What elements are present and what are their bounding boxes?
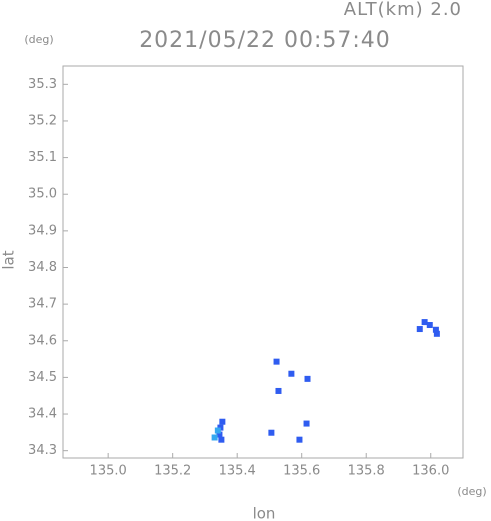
y-tick-label: 34.7 — [28, 297, 57, 312]
y-tick-label: 34.4 — [28, 407, 57, 422]
echo-cell — [432, 326, 439, 333]
echo-cell — [211, 434, 218, 441]
x-tick-label: 136.0 — [412, 464, 449, 479]
echo-cell — [296, 436, 303, 443]
echo-cell — [216, 431, 223, 438]
x-tick-label: 135.4 — [219, 464, 256, 479]
x-tick-label: 135.2 — [154, 464, 191, 479]
y-axis-label: lat — [0, 250, 18, 269]
echo-cell — [218, 436, 225, 443]
echo-cell — [421, 319, 428, 326]
y-tick-label: 34.3 — [28, 443, 57, 458]
y-tick-label: 35.1 — [28, 150, 57, 165]
y-unit: (deg) — [24, 33, 53, 46]
y-tick-label: 34.5 — [28, 370, 57, 385]
y-tick-label: 35.3 — [28, 77, 57, 92]
echo-cell — [303, 420, 310, 427]
x-unit: (deg) — [457, 485, 486, 498]
x-tick-label: 135.6 — [283, 464, 320, 479]
y-tick-label: 35.2 — [28, 113, 57, 128]
echo-cell — [416, 326, 423, 333]
echo-cell — [268, 429, 275, 436]
x-tick-label: 135.0 — [90, 464, 127, 479]
y-tick-label: 34.9 — [28, 223, 57, 238]
altitude-label: ALT(km) 2.0 — [344, 0, 462, 20]
y-tick-label: 34.8 — [28, 260, 57, 275]
echo-cell — [288, 370, 295, 377]
echo-cell — [275, 387, 282, 394]
y-tick-label: 35.0 — [28, 187, 57, 202]
plot-frame — [62, 65, 464, 459]
y-tick-label: 34.6 — [28, 333, 57, 348]
echo-cell — [426, 322, 433, 329]
echo-cell — [214, 427, 221, 434]
chart-title: 2021/05/22 00:57:40 — [139, 28, 391, 53]
x-axis-label: lon — [253, 505, 276, 521]
echo-cell — [433, 330, 440, 337]
x-tick-label: 135.8 — [348, 464, 385, 479]
echo-cell — [219, 418, 226, 425]
echo-cell — [304, 375, 311, 382]
echo-cell — [273, 358, 280, 365]
